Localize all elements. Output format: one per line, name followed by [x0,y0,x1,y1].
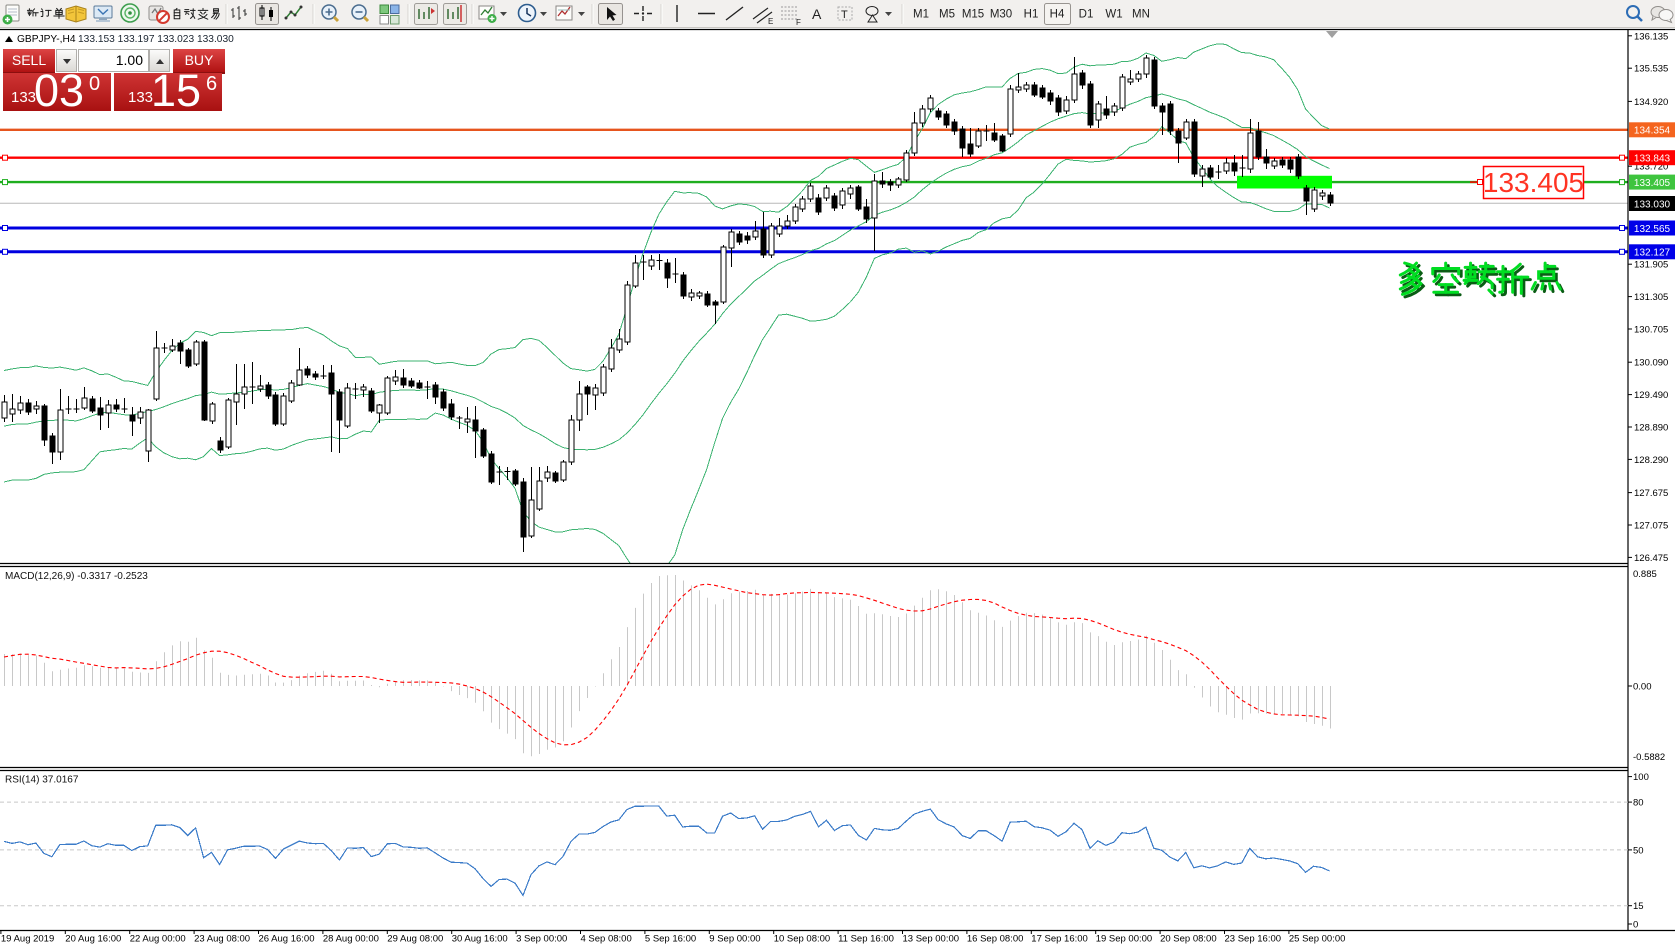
svg-text:20 Aug 16:00: 20 Aug 16:00 [65,934,121,945]
svg-text:D1: D1 [1079,9,1094,21]
svg-text:23 Sep 16:00: 23 Sep 16:00 [1225,934,1282,945]
svg-text:20 Sep 08:00: 20 Sep 08:00 [1160,934,1217,945]
svg-text:131.305: 131.305 [1634,292,1668,303]
svg-text:26 Aug 16:00: 26 Aug 16:00 [259,934,315,945]
svg-text:3 Sep 00:00: 3 Sep 00:00 [516,934,567,945]
svg-text:4 Sep 08:00: 4 Sep 08:00 [581,934,632,945]
svg-text:23 Aug 08:00: 23 Aug 08:00 [194,934,250,945]
svg-text:10 Sep 08:00: 10 Sep 08:00 [774,934,831,945]
svg-text:131.905: 131.905 [1634,260,1668,271]
svg-text:133.030: 133.030 [1634,199,1671,210]
svg-text:W1: W1 [1105,9,1122,21]
svg-text:133.843: 133.843 [1634,154,1671,165]
svg-text:9 Sep 00:00: 9 Sep 00:00 [709,934,760,945]
svg-text:30 Aug 16:00: 30 Aug 16:00 [452,934,508,945]
svg-text:RSI(14) 37.0167: RSI(14) 37.0167 [5,775,79,786]
svg-text:M15: M15 [962,9,984,21]
svg-text:134.920: 134.920 [1634,97,1668,108]
svg-text:130.090: 130.090 [1634,358,1668,369]
svg-text:128.290: 128.290 [1634,455,1668,466]
svg-text:133.153 133.197 133.023 133.03: 133.153 133.197 133.023 133.030 [78,34,234,45]
svg-text:MACD(12,26,9) -0.3317 -0.2523: MACD(12,26,9) -0.3317 -0.2523 [5,571,148,582]
svg-text:135.535: 135.535 [1634,64,1668,75]
svg-text:134.354: 134.354 [1634,126,1671,137]
svg-text:-0.5882: -0.5882 [1633,752,1665,763]
svg-text:M30: M30 [990,9,1012,21]
svg-text:132.565: 132.565 [1634,224,1671,235]
svg-text:E: E [768,17,773,26]
svg-text:136.135: 136.135 [1634,31,1668,42]
svg-text:A: A [812,6,822,22]
svg-text:0.885: 0.885 [1633,569,1657,580]
svg-text:25 Sep 00:00: 25 Sep 00:00 [1289,934,1346,945]
svg-text:130.705: 130.705 [1634,325,1668,336]
svg-text:50: 50 [1633,845,1644,856]
svg-text:H1: H1 [1024,9,1039,21]
svg-text:M1: M1 [913,9,929,21]
svg-text:T: T [841,9,848,21]
svg-text:MN: MN [1132,9,1150,21]
svg-text:22 Aug 00:00: 22 Aug 00:00 [130,934,186,945]
svg-text:15: 15 [1633,901,1644,912]
svg-text:H4: H4 [1050,9,1065,21]
svg-text:19 Aug 2019: 19 Aug 2019 [1,934,54,945]
svg-text:M5: M5 [939,9,955,21]
svg-text:19 Sep 00:00: 19 Sep 00:00 [1096,934,1153,945]
svg-text:GBPJPY-,H4: GBPJPY-,H4 [17,34,76,45]
svg-text:F: F [796,18,801,27]
svg-text:133.405: 133.405 [1634,178,1671,189]
svg-text:0: 0 [1633,920,1638,931]
svg-text:28 Aug 00:00: 28 Aug 00:00 [323,934,379,945]
svg-text:80: 80 [1633,798,1644,809]
svg-text:126.475: 126.475 [1634,553,1668,564]
svg-text:127.075: 127.075 [1634,521,1668,532]
svg-text:100: 100 [1633,772,1649,783]
svg-text:129.490: 129.490 [1634,390,1668,401]
svg-text:0.00: 0.00 [1633,682,1652,693]
svg-text:132.127: 132.127 [1634,248,1671,259]
svg-text:127.675: 127.675 [1634,488,1668,499]
svg-text:11 Sep 16:00: 11 Sep 16:00 [838,934,894,945]
svg-text:128.890: 128.890 [1634,423,1668,434]
svg-text:13 Sep 00:00: 13 Sep 00:00 [903,934,960,945]
svg-text:17 Sep 16:00: 17 Sep 16:00 [1031,934,1088,945]
svg-text:29 Aug 08:00: 29 Aug 08:00 [387,934,443,945]
svg-text:133.720: 133.720 [1634,162,1668,173]
svg-text:133.405: 133.405 [1483,167,1584,198]
svg-text:5 Sep 16:00: 5 Sep 16:00 [645,934,696,945]
svg-text:16 Sep 08:00: 16 Sep 08:00 [967,934,1024,945]
